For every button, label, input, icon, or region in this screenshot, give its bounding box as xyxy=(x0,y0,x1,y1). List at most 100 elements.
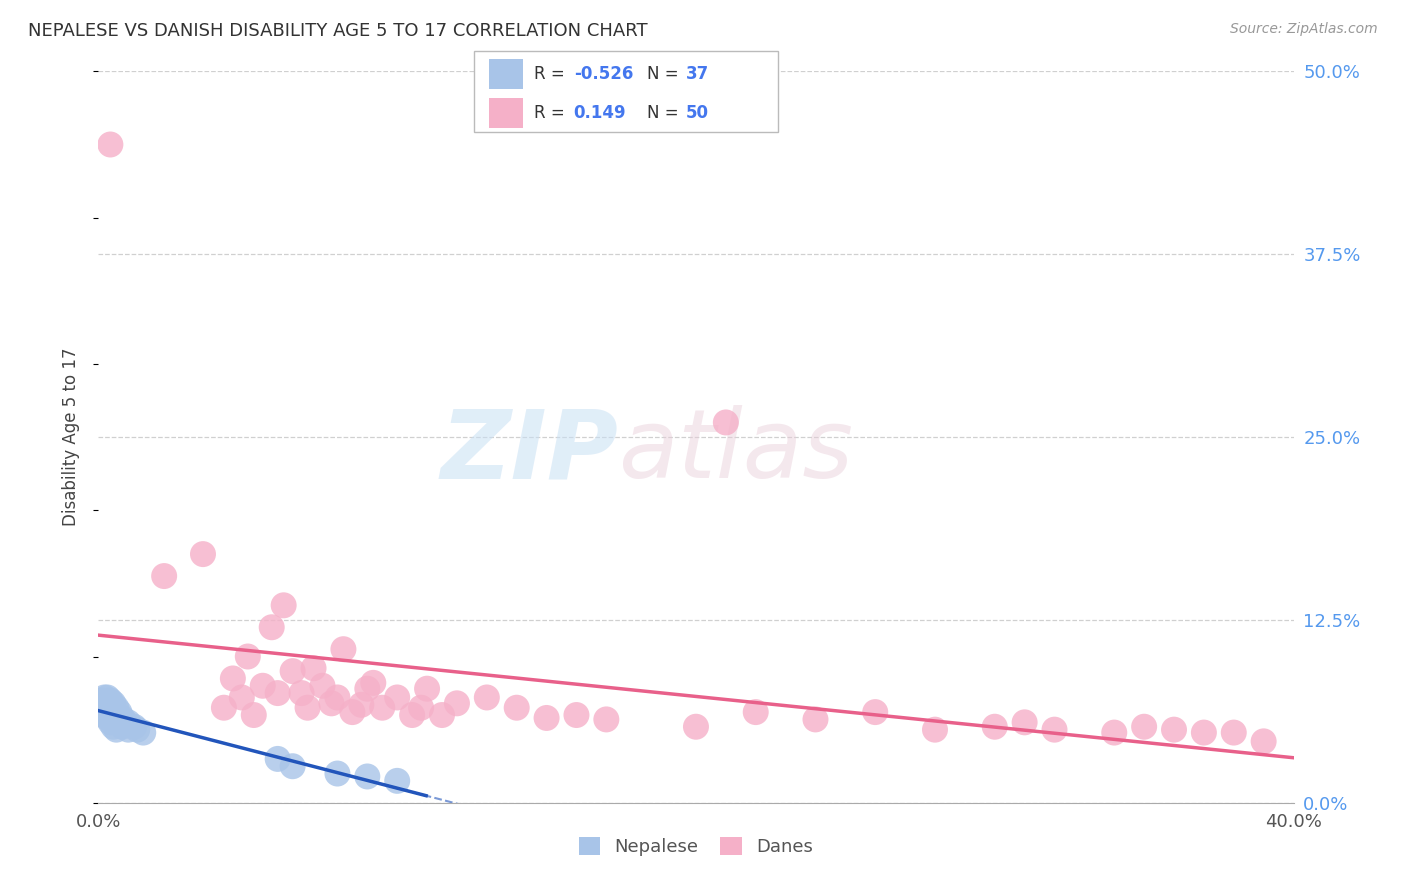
Point xyxy=(363,676,385,690)
Text: 37: 37 xyxy=(686,65,710,83)
Text: N =: N = xyxy=(647,65,683,83)
Point xyxy=(297,700,319,714)
Point xyxy=(90,693,112,707)
Point xyxy=(595,713,617,727)
Point xyxy=(326,766,349,780)
Point xyxy=(311,679,333,693)
Point xyxy=(714,416,737,430)
Point xyxy=(105,708,128,723)
Point xyxy=(1104,725,1126,739)
Point xyxy=(103,711,125,725)
Legend: Nepalese, Danes: Nepalese, Danes xyxy=(571,830,821,863)
Text: Source: ZipAtlas.com: Source: ZipAtlas.com xyxy=(1230,22,1378,37)
Point xyxy=(212,700,235,714)
Point xyxy=(1163,723,1185,737)
Text: -0.526: -0.526 xyxy=(574,65,633,83)
Point xyxy=(108,705,131,719)
Point xyxy=(111,720,134,734)
Point xyxy=(350,698,373,712)
Text: 50: 50 xyxy=(686,104,709,122)
Point xyxy=(103,696,125,710)
Point xyxy=(222,672,245,686)
Point xyxy=(1014,715,1036,730)
Text: R =: R = xyxy=(534,65,571,83)
Point xyxy=(153,569,176,583)
Point xyxy=(356,769,378,783)
Point xyxy=(1223,725,1246,739)
Point xyxy=(191,547,214,561)
Point xyxy=(100,715,122,730)
Point xyxy=(108,711,131,725)
Point xyxy=(111,711,134,725)
Point xyxy=(117,723,139,737)
Point xyxy=(267,686,290,700)
Point xyxy=(267,752,290,766)
Point xyxy=(745,705,768,719)
Point xyxy=(96,690,118,705)
Point xyxy=(96,696,118,710)
Point xyxy=(924,723,946,737)
Point xyxy=(108,715,131,730)
Point xyxy=(231,690,253,705)
Point xyxy=(93,696,115,710)
Point xyxy=(103,720,125,734)
Point xyxy=(236,649,259,664)
Point xyxy=(446,696,468,710)
Point xyxy=(302,661,325,675)
Point xyxy=(100,137,122,152)
Point xyxy=(260,620,283,634)
Point xyxy=(401,708,423,723)
Point xyxy=(356,681,378,696)
Point xyxy=(865,705,887,719)
Point xyxy=(90,700,112,714)
Point xyxy=(1133,720,1156,734)
Point xyxy=(132,725,155,739)
Text: atlas: atlas xyxy=(619,405,853,499)
Point xyxy=(804,713,827,727)
Point xyxy=(416,681,439,696)
Point xyxy=(96,700,118,714)
Text: 0.149: 0.149 xyxy=(574,104,626,122)
Point xyxy=(243,708,266,723)
Point xyxy=(114,715,136,730)
Point xyxy=(117,715,139,730)
Point xyxy=(430,708,453,723)
Point xyxy=(105,700,128,714)
Point xyxy=(100,705,122,719)
Point xyxy=(1192,725,1215,739)
Y-axis label: Disability Age 5 to 17: Disability Age 5 to 17 xyxy=(62,348,80,526)
Point xyxy=(100,700,122,714)
Point xyxy=(411,700,433,714)
Point xyxy=(124,720,146,734)
Point xyxy=(273,599,295,613)
Point xyxy=(252,679,274,693)
Point xyxy=(103,705,125,719)
Point xyxy=(93,708,115,723)
Point xyxy=(127,723,149,737)
Text: NEPALESE VS DANISH DISABILITY AGE 5 TO 17 CORRELATION CHART: NEPALESE VS DANISH DISABILITY AGE 5 TO 1… xyxy=(28,22,648,40)
Point xyxy=(321,696,343,710)
Text: R =: R = xyxy=(534,104,575,122)
Text: ZIP: ZIP xyxy=(440,405,619,499)
Point xyxy=(475,690,498,705)
Text: N =: N = xyxy=(647,104,683,122)
Point xyxy=(342,705,364,719)
Point xyxy=(565,708,588,723)
Point xyxy=(536,711,558,725)
Point xyxy=(105,715,128,730)
Point xyxy=(385,690,409,705)
Point xyxy=(1253,734,1275,748)
Point xyxy=(332,642,354,657)
Point xyxy=(326,690,349,705)
Point xyxy=(281,664,304,678)
Point xyxy=(371,700,394,714)
Point xyxy=(685,720,707,734)
Point xyxy=(291,686,314,700)
Point xyxy=(984,720,1007,734)
Point xyxy=(1043,723,1066,737)
Point xyxy=(506,700,529,714)
Point xyxy=(281,759,304,773)
Point xyxy=(105,723,128,737)
Point xyxy=(93,690,115,705)
Point xyxy=(100,693,122,707)
